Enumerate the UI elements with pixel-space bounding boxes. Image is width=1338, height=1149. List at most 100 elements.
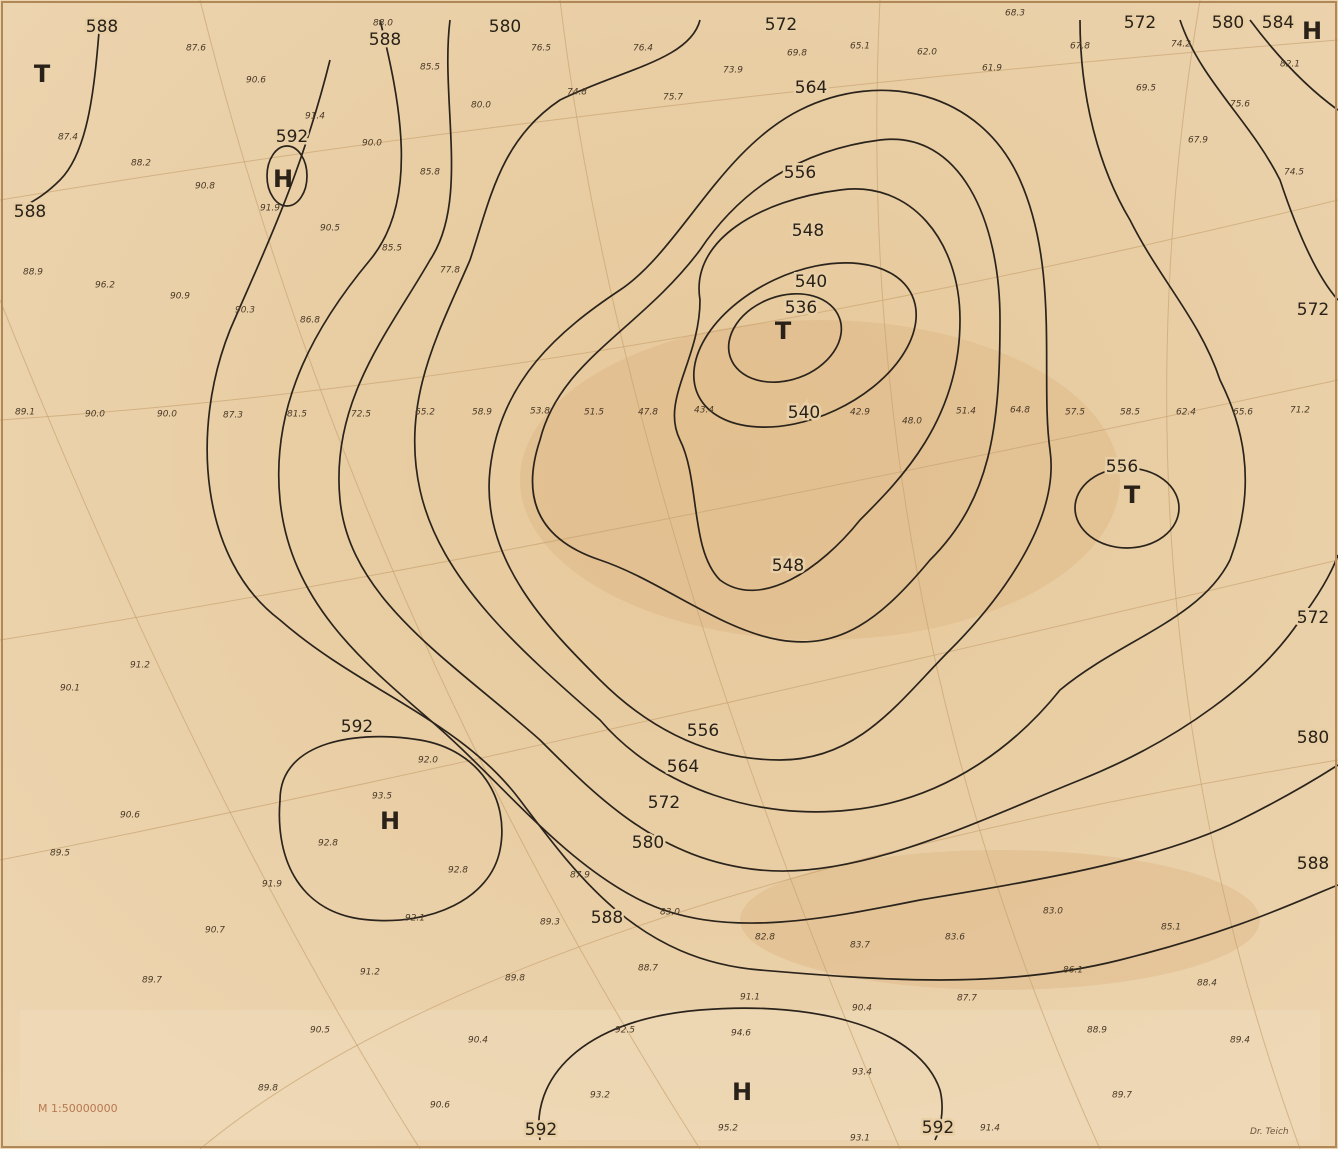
station-value: 90.7 (205, 926, 225, 936)
station-value: 77.8 (440, 266, 460, 276)
station-value: 92.0 (418, 756, 438, 766)
isobar-label: 588 (86, 17, 118, 37)
station-value: 88.9 (23, 268, 43, 278)
station-value: 91.2 (130, 661, 150, 671)
isobar-label: 588 (591, 908, 623, 928)
isobar-label: 580 (1212, 13, 1244, 33)
station-value: 51.4 (956, 407, 976, 417)
station-value: 90.5 (310, 1026, 330, 1036)
station-value: 90.0 (85, 410, 105, 420)
station-value: 90.3 (235, 306, 255, 316)
isobar-label: 548 (772, 556, 804, 576)
isobar-label: 540 (788, 403, 820, 423)
land-shading (520, 320, 1120, 640)
isobars (17, 19, 1338, 1141)
isobar-label: 588 (369, 30, 401, 50)
station-value: 82.8 (755, 933, 775, 943)
station-value: 92.8 (318, 839, 338, 849)
station-value: 89.8 (505, 974, 525, 984)
station-value: 82.1 (1280, 60, 1300, 70)
station-value: 47.8 (638, 408, 658, 418)
station-value: 64.8 (1010, 406, 1030, 416)
isobar-label: 588 (1297, 854, 1329, 874)
isobar-label: 572 (1297, 300, 1329, 320)
station-value: 90.4 (468, 1036, 488, 1046)
station-value: 89.7 (1112, 1091, 1132, 1101)
isobar-label: 592 (341, 717, 373, 737)
station-value: 83.0 (660, 908, 680, 918)
station-value: 93.4 (852, 1068, 872, 1078)
station-value: 88.4 (1197, 979, 1217, 989)
isobar-label: 580 (1297, 728, 1329, 748)
station-value: 85.1 (1161, 923, 1181, 933)
station-value: 90.9 (170, 292, 190, 302)
isobar-label: 588 (14, 202, 46, 222)
station-value: 91.1 (740, 993, 760, 1003)
station-value: 92.5 (615, 1026, 635, 1036)
isobar-label: 584 (1262, 13, 1294, 33)
isobar-label: 564 (795, 78, 827, 98)
station-value: 53.8 (530, 407, 550, 417)
land-shading (740, 850, 1260, 990)
isobar-label: 556 (1106, 457, 1138, 477)
station-value: 89.8 (258, 1084, 278, 1094)
pressure-center: H (732, 1078, 752, 1106)
station-value: 89.7 (142, 976, 162, 986)
pressure-center: T (1124, 481, 1141, 509)
station-value: 90.0 (157, 410, 177, 420)
station-value: 85.5 (420, 63, 440, 73)
station-value: 74.8 (567, 88, 587, 98)
station-value: 87.4 (58, 133, 78, 143)
station-value: 90.8 (195, 182, 215, 192)
isobar-label: 592 (525, 1120, 557, 1140)
station-value: 58.5 (1120, 408, 1140, 418)
station-value: 86.1 (1063, 966, 1083, 976)
station-value: 85.5 (382, 244, 402, 254)
station-value: 87.6 (186, 44, 206, 54)
station-value: 86.8 (300, 316, 320, 326)
station-value: 80.0 (471, 101, 491, 111)
station-value: 65.1 (850, 42, 870, 52)
station-value: 83.7 (850, 941, 870, 951)
pressure-center: T (775, 317, 792, 345)
isobar-label: 580 (632, 833, 664, 853)
land-shading (20, 1010, 1320, 1140)
station-value: 90.6 (246, 76, 266, 86)
station-value: 67.8 (1070, 42, 1090, 52)
station-value: 83.6 (945, 933, 965, 943)
station-value: 94.6 (731, 1029, 751, 1039)
station-value: 91.9 (262, 880, 282, 890)
station-value: 93.2 (590, 1091, 610, 1101)
station-value: 91.2 (360, 968, 380, 978)
station-value: 87.9 (570, 871, 590, 881)
station-value: 51.5 (584, 408, 604, 418)
station-value: 92.8 (448, 866, 468, 876)
station-value: 72.5 (351, 410, 371, 420)
station-value: 65.2 (415, 408, 435, 418)
station-value: 85.8 (420, 168, 440, 178)
scale-label: M 1:50000000 (38, 1102, 118, 1115)
isobar-label: 572 (1297, 608, 1329, 628)
station-value: 68.3 (1005, 9, 1025, 19)
station-value: 62.4 (1176, 408, 1196, 418)
isobar-label: 592 (276, 127, 308, 147)
station-value: 91.4 (980, 1124, 1000, 1134)
station-value: 69.5 (1136, 84, 1156, 94)
station-value: 62.0 (917, 48, 937, 58)
isobar-label: 556 (687, 721, 719, 741)
station-value: 91.9 (260, 204, 280, 214)
station-value: 74.5 (1284, 168, 1304, 178)
station-value: 90.6 (120, 811, 140, 821)
station-value: 67.9 (1188, 136, 1208, 146)
station-value: 90.5 (320, 224, 340, 234)
station-value: 42.9 (850, 408, 870, 418)
pressure-center: H (1302, 17, 1322, 45)
station-value: 90.0 (362, 139, 382, 149)
station-value: 91.4 (305, 112, 325, 122)
station-value: 90.6 (430, 1101, 450, 1111)
station-value: 73.9 (723, 66, 743, 76)
station-value: 92.1 (405, 914, 425, 924)
